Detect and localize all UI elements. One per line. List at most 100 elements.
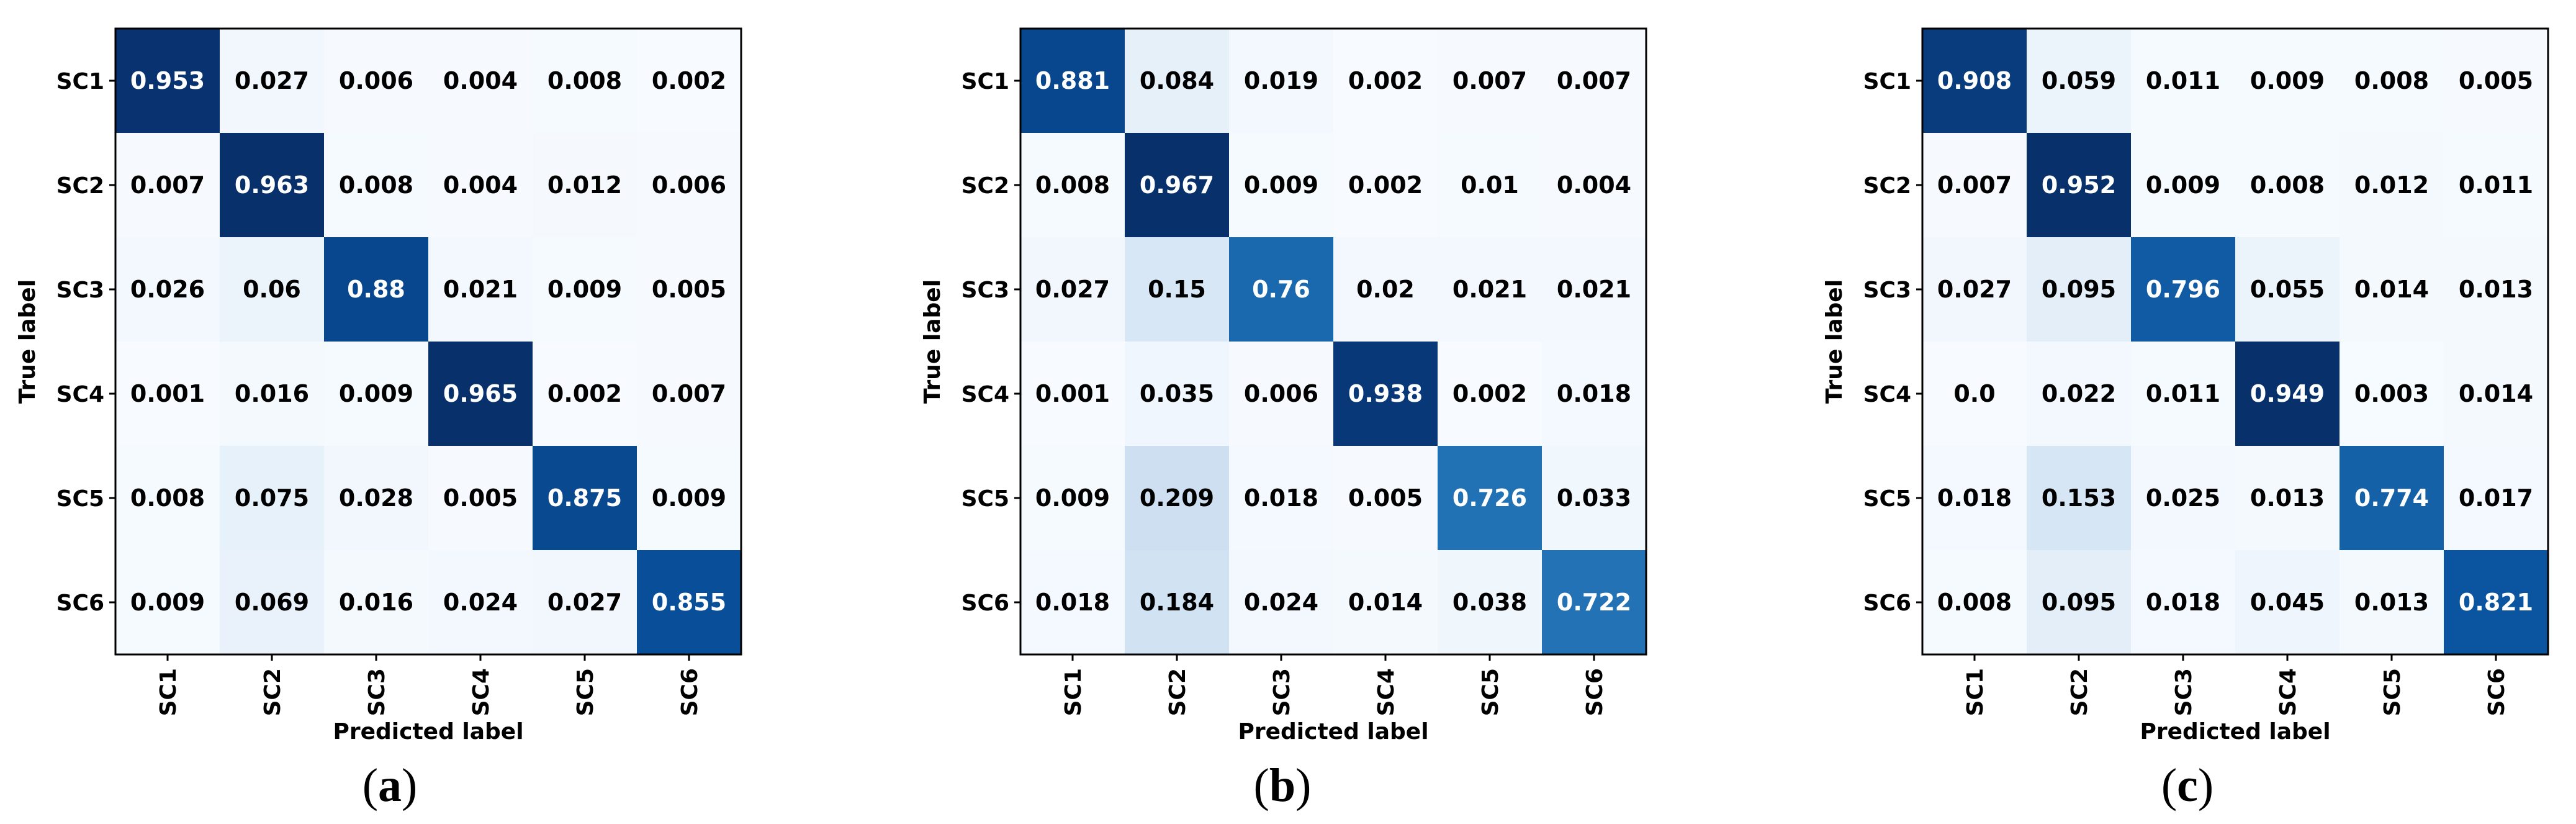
cell-value-label: 0.095: [2042, 276, 2116, 303]
matrix-cell: [220, 342, 324, 446]
matrix-cell: [1922, 550, 2027, 654]
cell-value-label: 0.76: [1252, 276, 1310, 303]
cell-value-label: 0.025: [2146, 484, 2220, 512]
matrix-cell: [1333, 29, 1438, 133]
matrix-cell: [324, 29, 428, 133]
matrix-cell: [1125, 446, 1229, 550]
matrix-cell: [115, 446, 220, 550]
cell-value-label: 0.024: [1244, 589, 1318, 616]
cell-value-label: 0.002: [1348, 171, 1423, 199]
y-tick-label: SC5: [1863, 486, 1911, 512]
matrix-cell: [2340, 550, 2444, 654]
cell-value-label: 0.008: [130, 484, 205, 512]
matrix-cell: [324, 342, 428, 446]
y-tick-label: SC2: [56, 173, 104, 199]
cell-value-label: 0.035: [1140, 380, 1214, 407]
cell-value-label: 0.005: [1348, 484, 1423, 512]
y-tick-label: SC4: [56, 382, 104, 407]
y-tick-label: SC6: [56, 591, 104, 616]
plot-frame: [1019, 27, 1647, 656]
matrix-cell: [1125, 237, 1229, 342]
matrix-cell: [2235, 446, 2340, 550]
cell-value-label: 0.017: [2459, 484, 2533, 512]
matrix-cell: [637, 550, 741, 654]
matrix-cell: [115, 29, 220, 133]
matrix-cell: [1438, 342, 1542, 446]
cell-value-label: 0.033: [1557, 484, 1631, 512]
matrix-cell: [1542, 446, 1646, 550]
cell-value-label: 0.009: [1035, 484, 1110, 512]
cell-value-label: 0.008: [547, 67, 622, 94]
matrix-cell: [2131, 237, 2235, 342]
matrix-cell: [1020, 550, 1125, 654]
cell-value-label: 0.0: [1953, 380, 1995, 407]
cell-value-label: 0.15: [1148, 276, 1206, 303]
matrix-cell: [1922, 237, 2027, 342]
matrix-cell: [1333, 133, 1438, 237]
cell-value-label: 0.021: [1452, 276, 1527, 303]
matrix-cell: [428, 446, 533, 550]
matrix-cell: [2340, 133, 2444, 237]
matrix-cell: [1229, 237, 1333, 342]
cell-value-label: 0.007: [652, 380, 726, 407]
matrix-cell: [428, 237, 533, 342]
matrix-cell: [2131, 446, 2235, 550]
confusion-matrix-c: 0.908 0.059 0.011 0.009 0.008 0.005 0.007 0.952…: [1822, 27, 2549, 812]
matrix-cell: [1125, 29, 1229, 133]
matrix-cell: [2340, 446, 2444, 550]
cell-value-label: 0.06: [243, 276, 301, 303]
y-tick-label: SC6: [961, 591, 1009, 616]
y-tick-label: SC1: [56, 69, 104, 94]
cell-value-label: 0.003: [2354, 380, 2429, 407]
cell-value-label: 0.953: [130, 67, 205, 94]
cell-value-label: 0.016: [339, 589, 413, 616]
matrix-cell: [2027, 29, 2131, 133]
y-tick-label: SC5: [56, 486, 104, 512]
cell-value-label: 0.967: [1140, 171, 1214, 199]
matrix-cell: [2235, 29, 2340, 133]
matrix-cell: [2027, 342, 2131, 446]
matrix-cell: [2235, 550, 2340, 654]
matrix-cell: [1229, 342, 1333, 446]
matrix-cell: [1438, 133, 1542, 237]
matrix-cell: [2340, 342, 2444, 446]
matrix-cell: [1020, 237, 1125, 342]
x-tick-label: SC5: [1478, 668, 1503, 716]
cell-value-label: 0.722: [1557, 589, 1631, 616]
matrix-cell: [2131, 29, 2235, 133]
y-tick-label: SC4: [1863, 382, 1911, 407]
y-tick-label: SC5: [961, 486, 1009, 512]
cell-value-label: 0.016: [235, 380, 309, 407]
matrix-cell: [2027, 133, 2131, 237]
matrix-cell: [2444, 446, 2548, 550]
cell-value-label: 0.027: [1035, 276, 1110, 303]
matrix-cell: [324, 550, 428, 654]
cell-value-label: 0.184: [1140, 589, 1214, 616]
cell-value-label: 0.059: [2042, 67, 2116, 94]
cell-value-label: 0.965: [443, 380, 518, 407]
cell-value-label: 0.952: [2042, 171, 2116, 199]
matrix-cell: [428, 133, 533, 237]
matrix-cell: [1020, 29, 1125, 133]
cell-value-label: 0.002: [1452, 380, 1527, 407]
matrix-cell: [637, 446, 741, 550]
cell-value-label: 0.008: [1035, 171, 1110, 199]
cell-value-label: 0.021: [1557, 276, 1631, 303]
y-axis-title: True label: [920, 279, 945, 404]
matrix-cell: [324, 446, 428, 550]
x-tick-label: SC5: [573, 668, 598, 716]
cell-value-label: 0.028: [339, 484, 413, 512]
cell-value-label: 0.001: [1035, 380, 1110, 407]
x-tick-label: SC1: [1963, 668, 1988, 716]
x-tick-label: SC1: [156, 668, 181, 716]
cell-value-label: 0.013: [2250, 484, 2325, 512]
matrix-cell: [1125, 133, 1229, 237]
cell-value-label: 0.027: [547, 589, 622, 616]
matrix-cell: [2444, 342, 2548, 446]
y-tick-label: SC1: [1863, 69, 1911, 94]
cell-value-label: 0.024: [443, 589, 518, 616]
matrix-cell: [533, 342, 637, 446]
matrix-cell: [637, 29, 741, 133]
x-tick-label: SC3: [364, 668, 390, 716]
